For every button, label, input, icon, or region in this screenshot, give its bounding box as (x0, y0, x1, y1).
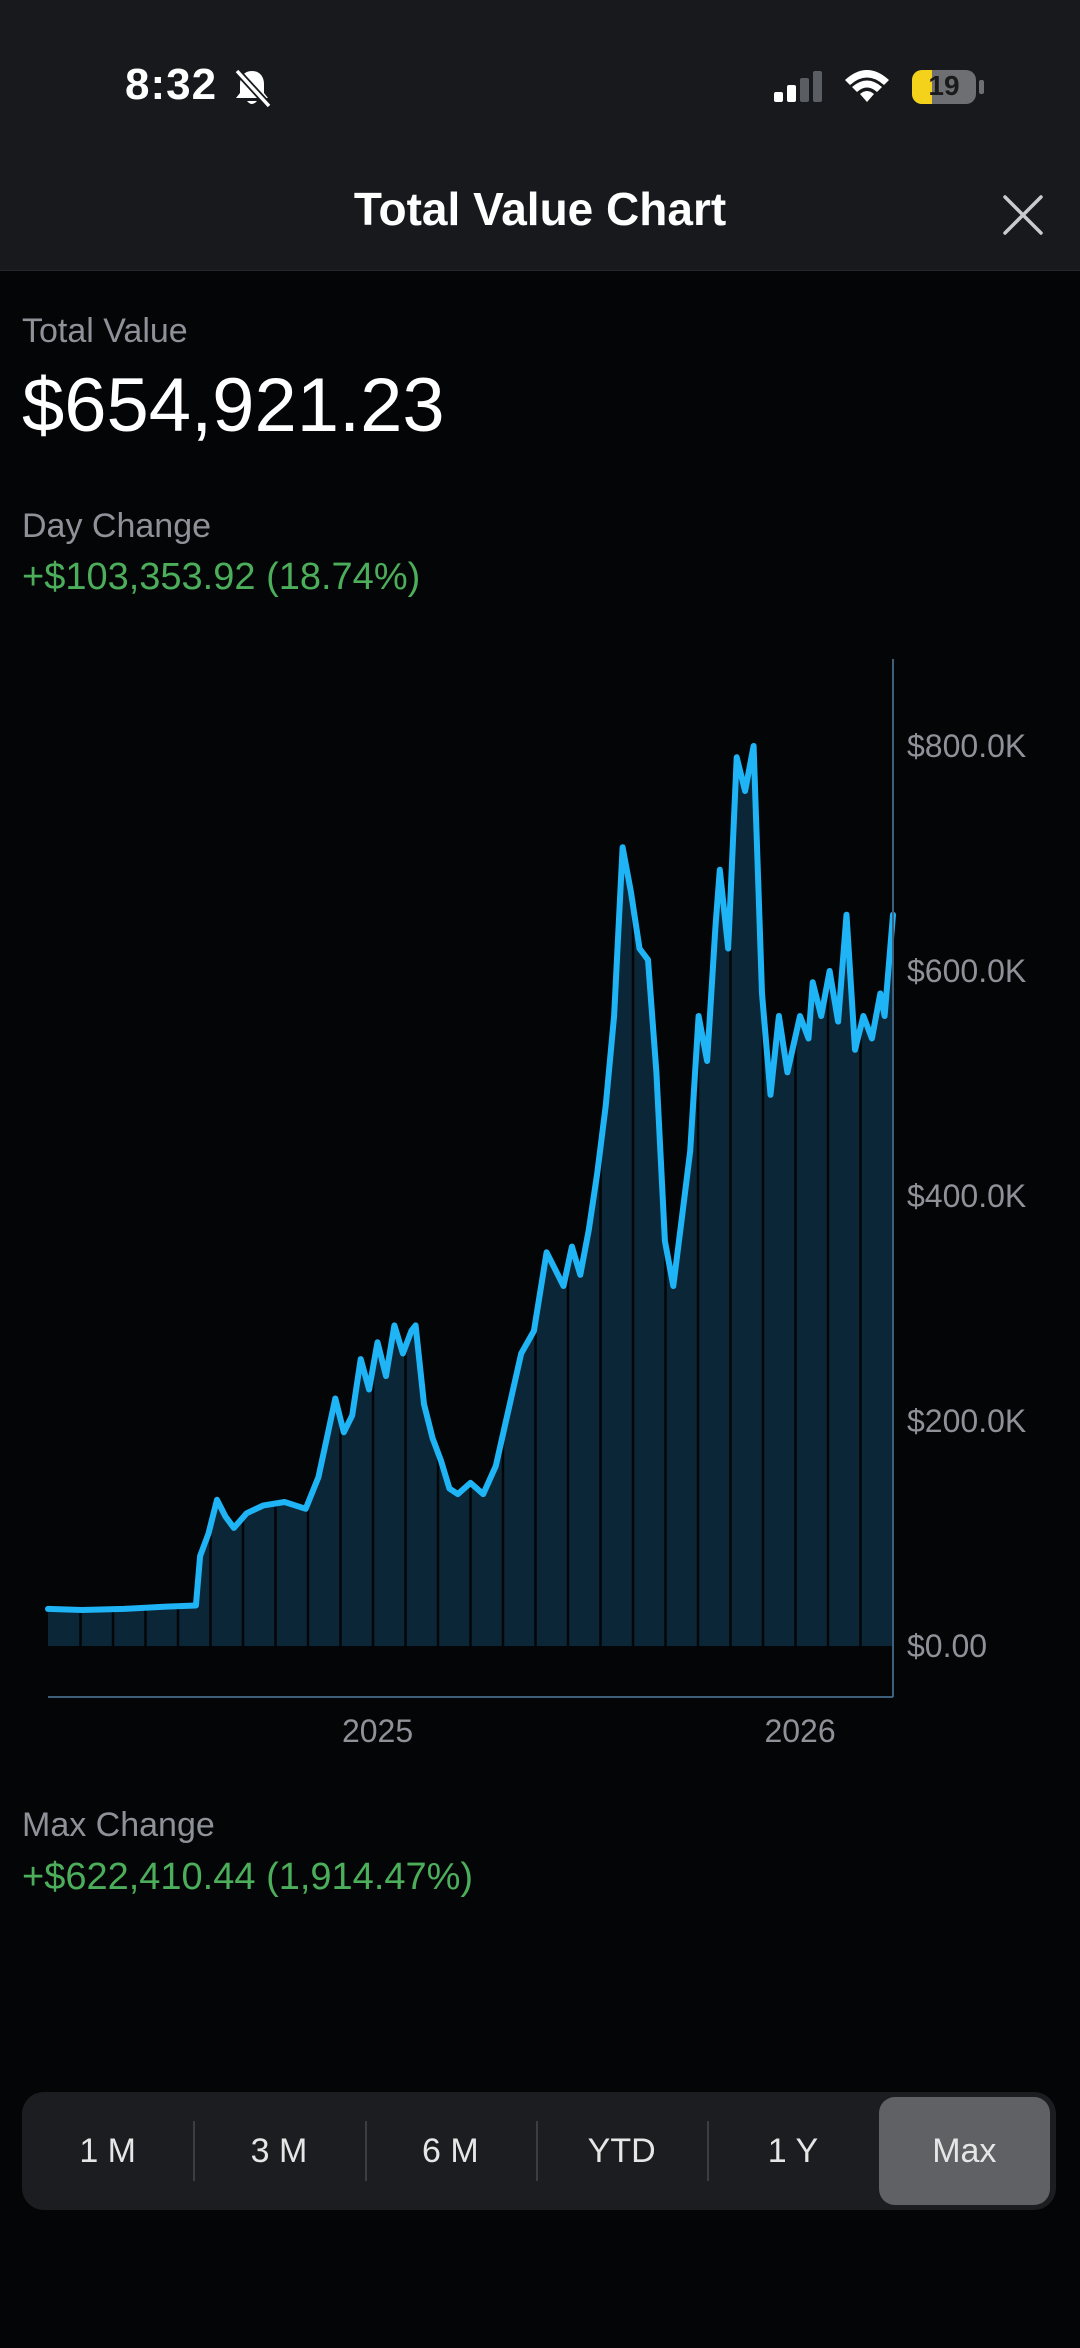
y-tick-label: $800.0K (907, 728, 1026, 764)
y-tick-label: $600.0K (907, 953, 1026, 989)
y-tick-label: $0.00 (907, 1628, 987, 1664)
total-value-label: Total Value (22, 312, 188, 350)
range-option-3m[interactable]: 3 M (193, 2097, 364, 2205)
series-area (48, 746, 893, 1646)
max-change-label: Max Change (22, 1806, 215, 1844)
battery-icon (912, 70, 984, 104)
range-option-6m[interactable]: 6 M (364, 2097, 536, 2205)
range-option-ytd[interactable]: YTD (535, 2097, 707, 2205)
wifi-icon (845, 70, 889, 102)
y-tick-label: $200.0K (907, 1403, 1026, 1439)
y-tick-label: $400.0K (907, 1178, 1026, 1214)
x-tick-label: 2026 (764, 1713, 835, 1749)
status-time: 8:32 (125, 60, 218, 109)
day-change-label: Day Change (22, 507, 212, 545)
battery-level: 19 (928, 70, 960, 101)
total-value-chart[interactable]: $800.0K $600.0K $400.0K $200.0K $0.00 2025 20… (0, 650, 1080, 1750)
range-option-1y[interactable]: 1 Y (707, 2097, 878, 2205)
range-option-1m[interactable]: 1 M (79, 2131, 136, 2170)
area-mask (48, 650, 893, 1610)
range-option-max[interactable]: Max (878, 2097, 1050, 2205)
modal-header: Total Value Chart (0, 170, 1080, 271)
total-value: $654,921.23 (22, 363, 445, 448)
bell-slash-icon (234, 68, 272, 109)
cellular-signal-icon (774, 71, 822, 102)
day-change-value: +$103,353.92 (18.74%) (22, 556, 421, 598)
close-icon[interactable] (1000, 192, 1046, 238)
max-change-value: +$622,410.44 (1,914.47%) (22, 1856, 474, 1898)
page-title: Total Value Chart (353, 183, 727, 235)
status-bar: 8:32 19 (0, 0, 1080, 170)
series-line (45, 743, 896, 1613)
x-tick-label: 2025 (342, 1713, 413, 1749)
